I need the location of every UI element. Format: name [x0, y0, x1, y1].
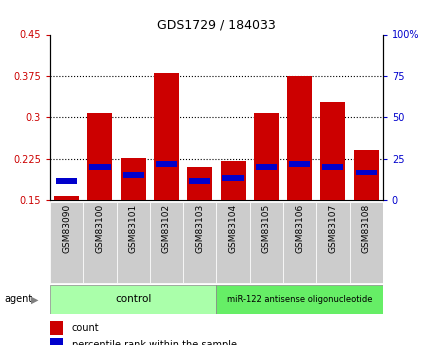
Bar [355, 170, 376, 175]
Bar [50, 322, 63, 335]
Bar [189, 178, 210, 184]
Text: GSM83105: GSM83105 [261, 204, 270, 253]
Text: count: count [72, 323, 99, 333]
Bar [253, 113, 278, 200]
Text: GSM83107: GSM83107 [328, 204, 337, 253]
Bar [353, 150, 378, 200]
Bar [249, 202, 283, 283]
Text: GSM83090: GSM83090 [62, 204, 71, 253]
Bar [50, 338, 63, 345]
Text: GSM83100: GSM83100 [95, 204, 104, 253]
Bar [56, 178, 77, 184]
Text: GSM83106: GSM83106 [294, 204, 303, 253]
Text: percentile rank within the sample: percentile rank within the sample [72, 340, 236, 345]
Bar [320, 102, 345, 200]
Bar [286, 76, 311, 200]
Bar [255, 164, 276, 170]
Text: control: control [115, 294, 151, 304]
Bar [116, 202, 149, 283]
Bar [216, 285, 382, 314]
Bar [89, 164, 110, 170]
Bar [149, 202, 183, 283]
Bar [50, 202, 83, 283]
Bar [222, 175, 243, 181]
Bar [50, 285, 216, 314]
Text: GSM83103: GSM83103 [195, 204, 204, 253]
Bar [54, 196, 79, 200]
Text: miR-122 antisense oligonucleotide: miR-122 antisense oligonucleotide [227, 295, 372, 304]
Text: GSM83108: GSM83108 [361, 204, 370, 253]
Bar [288, 161, 309, 167]
Text: GSM83104: GSM83104 [228, 204, 237, 253]
Text: ▶: ▶ [31, 294, 39, 304]
Bar [216, 202, 249, 283]
Text: GSM83101: GSM83101 [128, 204, 138, 253]
Bar [122, 172, 144, 178]
Bar [187, 167, 212, 200]
Bar [322, 164, 343, 170]
Bar [183, 202, 216, 283]
Title: GDS1729 / 184033: GDS1729 / 184033 [157, 19, 275, 32]
Text: GSM83102: GSM83102 [161, 204, 171, 253]
Bar [154, 72, 178, 200]
Bar [87, 113, 112, 200]
Bar [220, 161, 245, 200]
Text: agent: agent [4, 294, 33, 304]
Bar [83, 202, 116, 283]
Bar [349, 202, 382, 283]
Bar [155, 161, 177, 167]
Bar [121, 158, 145, 200]
Bar [283, 202, 316, 283]
Bar [316, 202, 349, 283]
